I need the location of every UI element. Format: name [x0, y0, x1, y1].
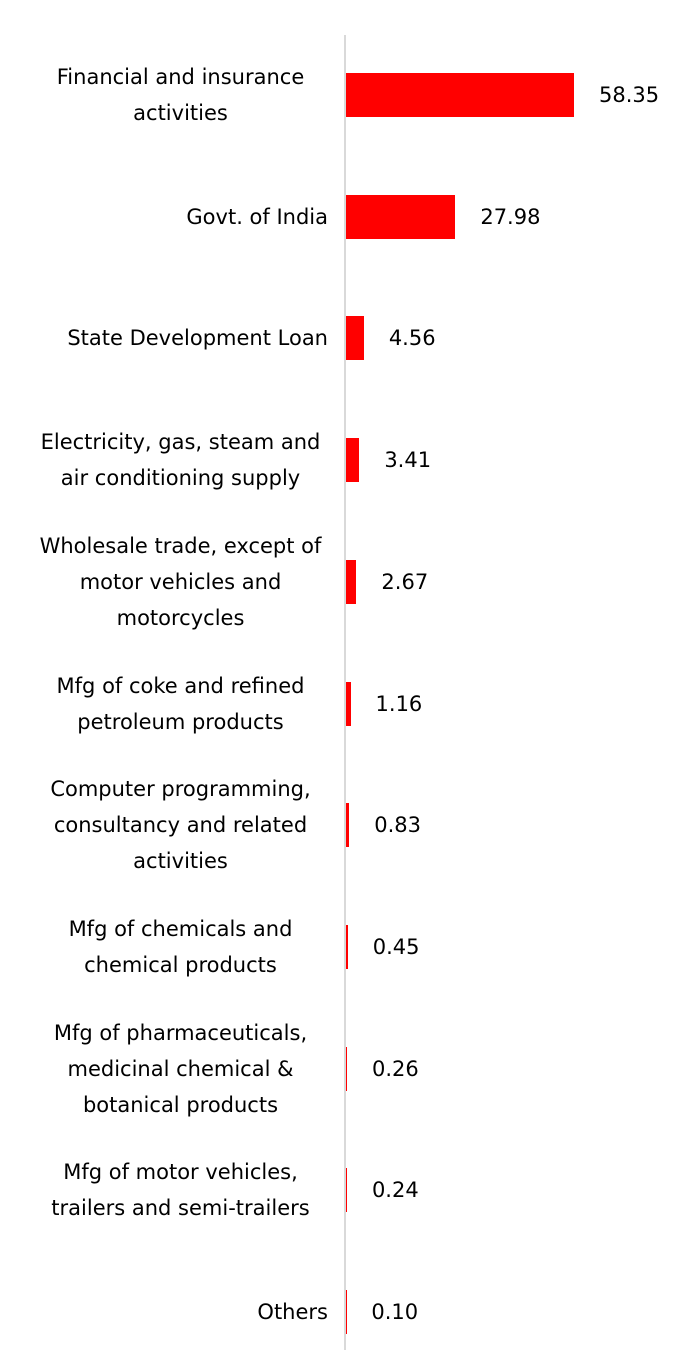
bar [346, 194, 456, 239]
category-label: Wholesale trade, except of motor vehicle… [39, 533, 322, 630]
bar [346, 924, 348, 969]
bar [346, 1046, 348, 1091]
value-label: 1.16 [375, 691, 423, 716]
bar [346, 803, 350, 848]
value-label: 3.41 [384, 448, 432, 473]
category-label: Others [257, 1300, 328, 1324]
value-label: 58.35 [599, 83, 660, 107]
category-label: Computer programming, consultancy and re… [50, 777, 311, 874]
bar [346, 559, 357, 604]
value-label: 4.56 [388, 326, 436, 351]
value-label: 0.10 [371, 1300, 419, 1324]
bar [346, 438, 360, 483]
bar [346, 316, 364, 361]
value-label: 0.45 [372, 934, 420, 959]
category-label: Mfg of coke and refined petroleum produc… [56, 673, 305, 734]
category-label: State Development Loan [67, 326, 328, 351]
category-label: Mfg of pharmaceuticals, medicinal chemic… [53, 1020, 308, 1117]
value-label: 0.24 [371, 1178, 419, 1203]
value-label: 2.67 [381, 569, 429, 594]
axis-line [344, 35, 346, 1350]
category-label: Electricity, gas, steam and air conditio… [40, 430, 321, 491]
category-label: Govt. of India [186, 204, 328, 229]
value-label: 0.26 [372, 1056, 419, 1081]
value-label: 27.98 [480, 204, 541, 229]
value-label: 0.83 [374, 813, 421, 838]
bar [346, 681, 351, 726]
bar [346, 73, 574, 117]
category-label: Mfg of chemicals and chemical products [68, 916, 293, 977]
bar [346, 1168, 347, 1213]
category-label: Mfg of motor vehicles, trailers and semi… [51, 1160, 310, 1221]
category-label: Financial and insurance activities [56, 65, 305, 125]
